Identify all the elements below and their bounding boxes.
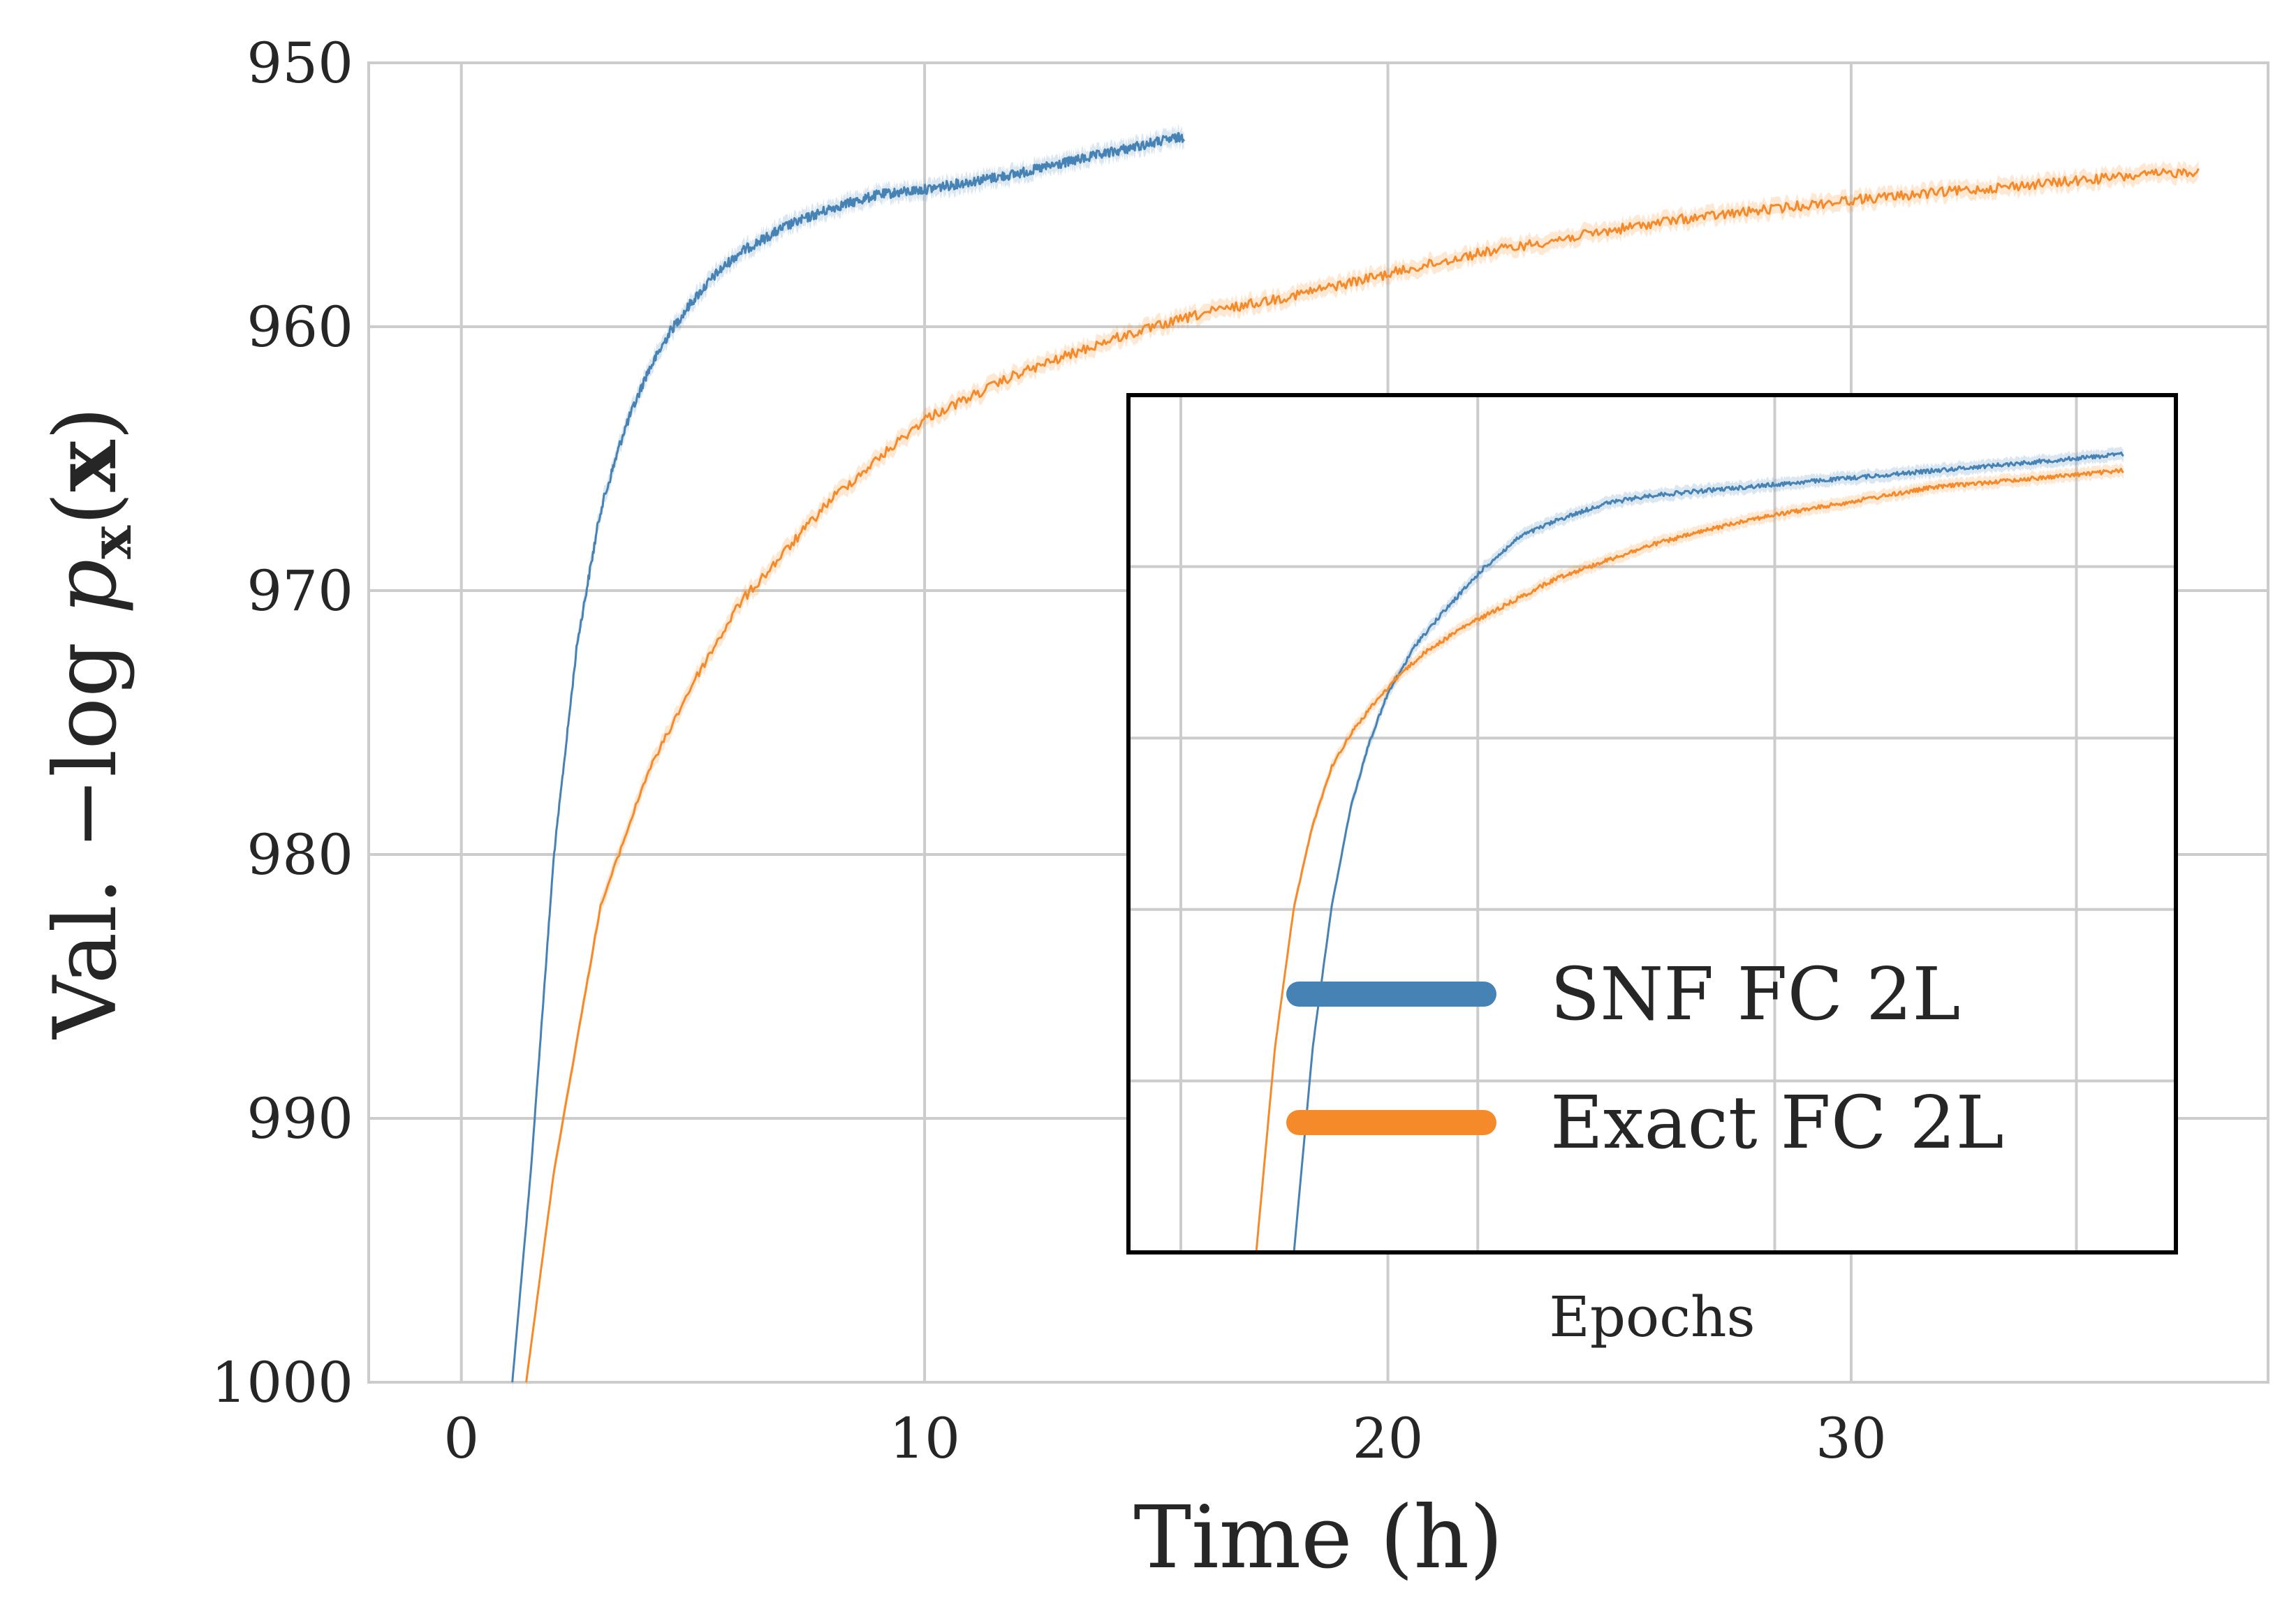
inset-series <box>1255 451 2124 1253</box>
x-axis-label: Time (h) <box>1133 1488 1503 1588</box>
legend-label: SNF FC 2L <box>1550 952 1961 1037</box>
x-tick-label: 20 <box>1353 1406 1424 1471</box>
line-series-0 <box>511 132 1185 1383</box>
main-series <box>511 132 2200 1383</box>
x-tick-label: 10 <box>889 1406 960 1471</box>
legend-label: Exact FC 2L <box>1550 1080 2004 1165</box>
y-label-x: x <box>35 440 136 492</box>
x-tick-label: 30 <box>1816 1406 1887 1471</box>
y-axis-label: Val. −log px(x) <box>35 406 144 1039</box>
y-tick-label: 1000 <box>211 1350 353 1415</box>
y-tick-label: 990 <box>246 1086 353 1151</box>
legend: SNF FC 2L Exact FC 2L <box>1286 952 2004 1165</box>
y-tick-label: 950 <box>246 31 353 96</box>
y-label-p: p <box>36 559 136 614</box>
line-inset-series-1 <box>1255 468 2124 1253</box>
y-label-open-paren: ( <box>36 492 136 526</box>
line-series-1 <box>525 168 2200 1383</box>
y-tick-labels: 950 960 970 980 990 1000 <box>211 31 353 1415</box>
x-tick-labels: 0 10 20 30 <box>443 1406 1887 1471</box>
inset-background <box>1128 395 2176 1252</box>
inset-x-axis-label: Epochs <box>1549 1285 1755 1349</box>
line-inset-series-0 <box>1293 451 2124 1253</box>
inset-frame <box>1126 393 2178 1254</box>
y-label-close-paren: ) <box>36 406 136 440</box>
band-series-0 <box>512 124 1184 1391</box>
inset-grid <box>1128 395 2176 1252</box>
main-plot-frame <box>367 61 2269 1384</box>
y-tick-label: 980 <box>246 822 353 887</box>
y-label-subscript: x <box>78 525 144 559</box>
y-tick-label: 960 <box>246 295 353 360</box>
inset-plot: Epochs SNF FC 2L Exact FC 2L <box>1126 393 2178 1349</box>
y-label-prefix: Val. −log <box>36 614 136 1040</box>
x-tick-label: 0 <box>443 1406 479 1471</box>
y-tick-label: 970 <box>246 558 353 623</box>
